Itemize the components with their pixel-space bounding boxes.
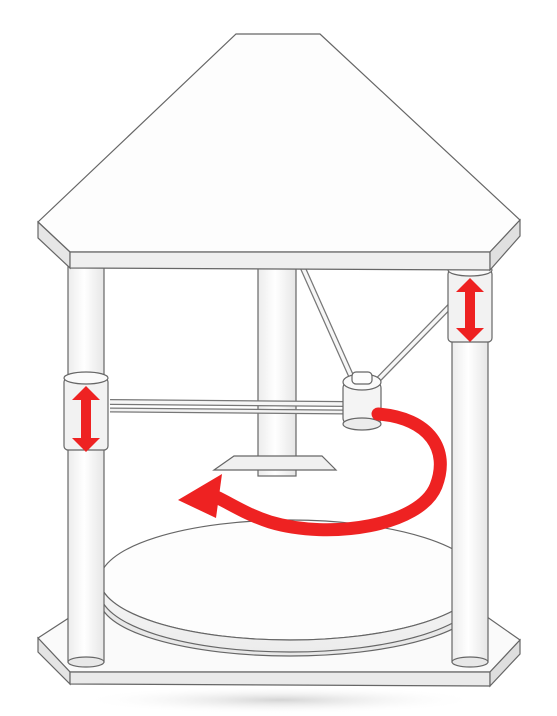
left-column (67, 261, 105, 668)
top-canopy (37, 33, 521, 272)
rear-column (212, 265, 338, 477)
effector (342, 371, 382, 431)
double-arrow-vertical-icon (72, 386, 100, 452)
ground-shadow (80, 686, 480, 714)
curved-arrow-icon (178, 407, 447, 537)
delta-arms (109, 264, 455, 415)
print-bed (99, 519, 481, 657)
double-arrow-vertical-icon (456, 278, 484, 342)
